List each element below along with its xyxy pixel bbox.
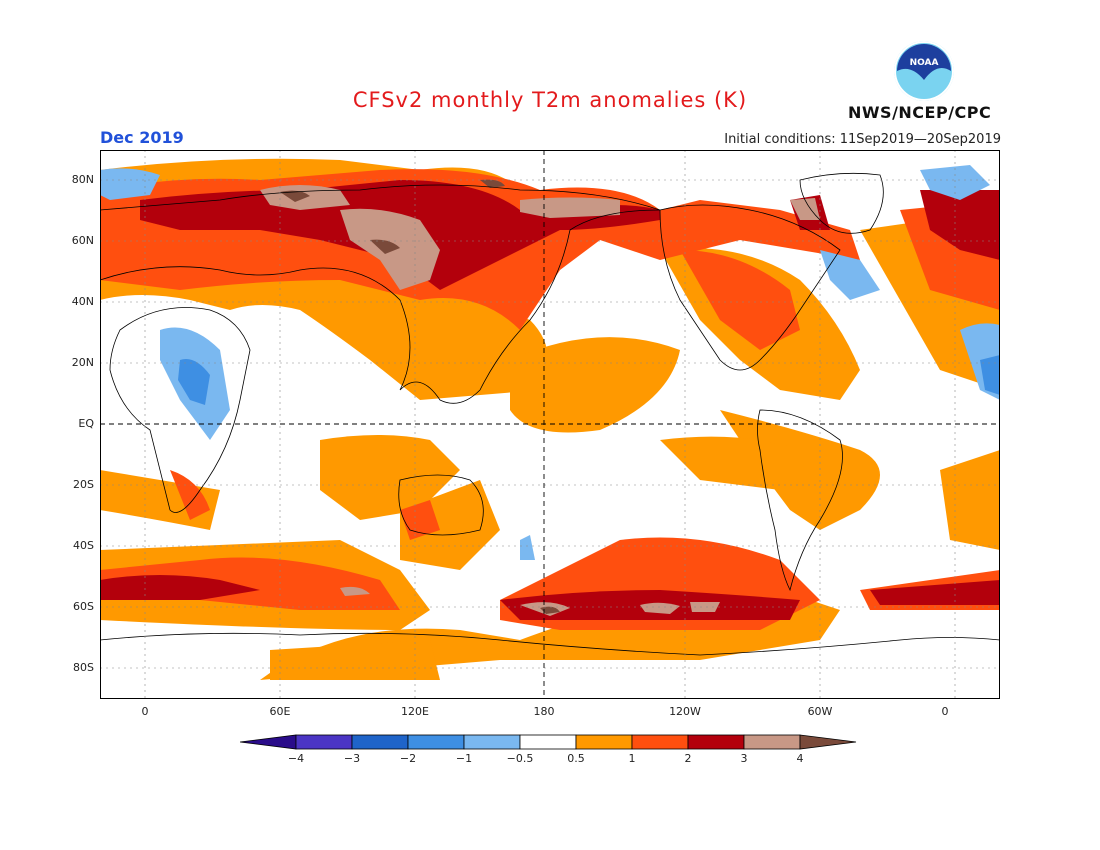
valid-month: Dec 2019: [100, 128, 184, 147]
colorbar-box: [519, 734, 577, 750]
colorbar-box: [351, 734, 409, 750]
colorbar-tick-label: 1: [629, 752, 636, 765]
lon-label-60w: 60W: [807, 705, 833, 718]
lon-label-180: 180: [533, 705, 555, 718]
colorbar-tick-label: −3: [344, 752, 360, 765]
colorbar-tick-label: 4: [797, 752, 804, 765]
lat-label-20n: 20N: [71, 356, 94, 369]
colorbar-box: [687, 734, 745, 750]
graticule: [100, 150, 1000, 699]
noaa-logo-icon: NOAA: [894, 41, 954, 101]
anomaly-cold-moderate: [178, 355, 1000, 405]
anomaly-above-4: [280, 179, 560, 614]
colorbar-box: [575, 734, 633, 750]
colorbar-tick-label: −2: [400, 752, 416, 765]
colorbar-tick-label: 2: [685, 752, 692, 765]
initial-conditions: Initial conditions: 11Sep2019—20Sep2019: [724, 132, 1001, 147]
lon-label-120w: 120W: [669, 705, 701, 718]
lat-label-80n: 80N: [71, 173, 94, 186]
colorbar-tick-label: −1: [456, 752, 472, 765]
chart-title: CFSv2 monthly T2m anomalies (K): [352, 88, 748, 112]
reference-lines: [100, 150, 1000, 699]
colorbar-box: [295, 734, 353, 750]
colorbar-low-arrow: [240, 734, 297, 750]
colorbar-box: [631, 734, 689, 750]
lon-label-0: 0: [141, 705, 149, 718]
lon-label-120e: 120E: [401, 705, 429, 718]
coastlines: [100, 172, 1000, 656]
colorbar-tick-label: 0.5: [567, 752, 585, 765]
colorbar-legend: −4 −3 −2 −1 −0.5 0.5 1 2 3 4: [240, 734, 857, 765]
colorbar-box: [407, 734, 465, 750]
anomaly-map: [100, 150, 1000, 699]
lat-label-20s: 20S: [73, 478, 94, 491]
lat-label-80s: 80S: [73, 661, 94, 674]
lon-label-0-east: 0: [941, 705, 949, 718]
lat-label-40n: 40N: [71, 295, 94, 308]
colorbar-tick-label: −4: [288, 752, 304, 765]
lat-label-60s: 60S: [73, 600, 94, 613]
colorbar-tick-label: 3: [741, 752, 748, 765]
lat-label-40s: 40S: [73, 539, 94, 552]
lat-label-60n: 60N: [71, 234, 94, 247]
agency-label: NWS/NCEP/CPC: [848, 103, 992, 122]
lon-label-60e: 60E: [269, 705, 291, 718]
colorbar-high-arrow: [799, 734, 857, 750]
colorbar-box: [743, 734, 801, 750]
lat-label-eq: EQ: [78, 417, 94, 430]
colorbar-tick-label: −0.5: [507, 752, 534, 765]
noaa-logo-text: NOAA: [910, 58, 939, 68]
colorbar-box: [463, 734, 521, 750]
